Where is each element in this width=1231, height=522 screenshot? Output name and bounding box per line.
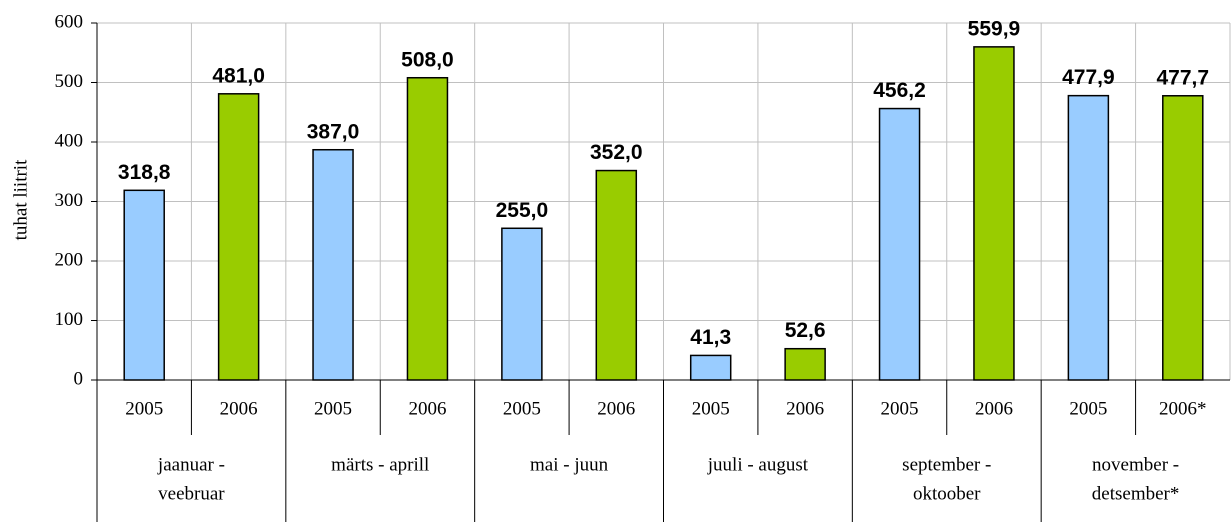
x-tick-label: 2005 bbox=[125, 398, 163, 419]
bar bbox=[1067, 94, 1110, 381]
x-tick-label: 2005 bbox=[503, 398, 541, 419]
bar bbox=[878, 107, 921, 381]
x-tick-label: 2006 bbox=[408, 398, 446, 419]
bar bbox=[123, 189, 165, 381]
group-label: veebruar bbox=[158, 483, 225, 504]
value-label: 481,0 bbox=[212, 64, 265, 87]
x-tick-label: 2006 bbox=[597, 398, 635, 419]
value-label: 255,0 bbox=[496, 199, 549, 222]
value-label: 318,8 bbox=[118, 161, 171, 184]
bar bbox=[217, 93, 260, 381]
value-label: 508,0 bbox=[401, 48, 454, 71]
y-tick-label: 400 bbox=[55, 130, 84, 151]
group-label: september - bbox=[902, 454, 991, 475]
y-tick-label: 100 bbox=[55, 309, 84, 330]
x-tick-label: 2006* bbox=[1159, 398, 1207, 419]
value-label: 387,0 bbox=[307, 120, 360, 143]
x-tick-label: 2006 bbox=[786, 398, 824, 419]
group-label: jaanuar - bbox=[157, 454, 225, 475]
group-label: oktoober bbox=[913, 483, 981, 504]
y-axis-label: tuhat liitrit bbox=[10, 159, 31, 240]
x-tick-label: 2005 bbox=[881, 398, 919, 419]
bar bbox=[312, 148, 354, 381]
x-tick-label: 2005 bbox=[1069, 398, 1107, 419]
y-tick-label: 600 bbox=[55, 11, 84, 32]
bar bbox=[501, 227, 543, 381]
x-tick-label: 2006 bbox=[220, 398, 258, 419]
bar bbox=[689, 354, 732, 381]
group-label: märts - aprill bbox=[331, 454, 429, 475]
value-label: 52,6 bbox=[785, 319, 826, 342]
y-tick-label: 200 bbox=[55, 249, 84, 270]
value-label: 477,7 bbox=[1157, 66, 1210, 89]
group-label: mai - juun bbox=[530, 454, 609, 475]
value-label: 41,3 bbox=[690, 326, 731, 349]
x-tick-label: 2006 bbox=[975, 398, 1013, 419]
value-label: 477,9 bbox=[1062, 66, 1115, 89]
y-tick-label: 500 bbox=[55, 71, 84, 92]
x-tick-label: 2005 bbox=[314, 398, 352, 419]
group-label: juuli - august bbox=[707, 454, 809, 475]
value-label: 456,2 bbox=[873, 79, 926, 102]
y-tick-label: 0 bbox=[74, 368, 84, 389]
value-label: 352,0 bbox=[590, 141, 643, 164]
bar bbox=[784, 347, 826, 381]
bar bbox=[595, 169, 638, 381]
bar bbox=[973, 46, 1015, 381]
bar bbox=[1162, 95, 1204, 381]
group-label: november - bbox=[1092, 454, 1179, 475]
x-tick-label: 2005 bbox=[692, 398, 730, 419]
group-label: detsember* bbox=[1092, 483, 1180, 504]
y-tick-label: 300 bbox=[55, 190, 84, 211]
bar bbox=[406, 76, 449, 381]
value-label: 559,9 bbox=[968, 17, 1021, 40]
